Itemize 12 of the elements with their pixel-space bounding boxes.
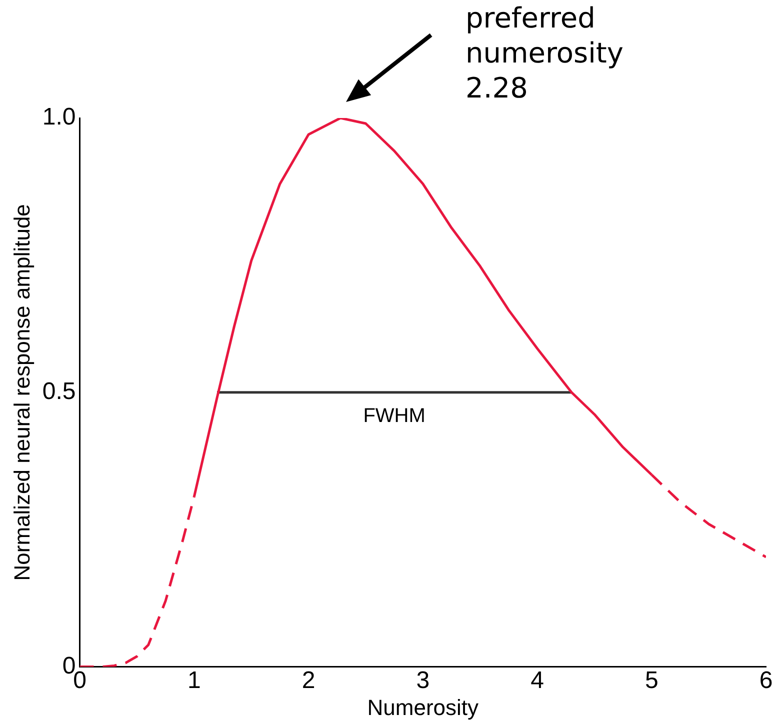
y-axis-title: Normalized neural response amplitude	[9, 204, 34, 581]
y-tick-label: 1.0	[42, 104, 76, 131]
annotation: FWHM	[363, 404, 426, 427]
text: preferred numerosity 2.28	[466, 1, 624, 104]
x-tick-label: 3	[416, 666, 430, 694]
y-tick-label: 0.5	[42, 378, 76, 406]
x-axis-title: Numerosity	[367, 694, 479, 720]
x-tick-label: 6	[759, 666, 773, 694]
x-tick-label: 1	[187, 666, 201, 694]
x-tick-label: 2	[302, 666, 316, 694]
x-tick-label: 4	[530, 666, 544, 694]
x-tick-label: 5	[644, 666, 658, 694]
